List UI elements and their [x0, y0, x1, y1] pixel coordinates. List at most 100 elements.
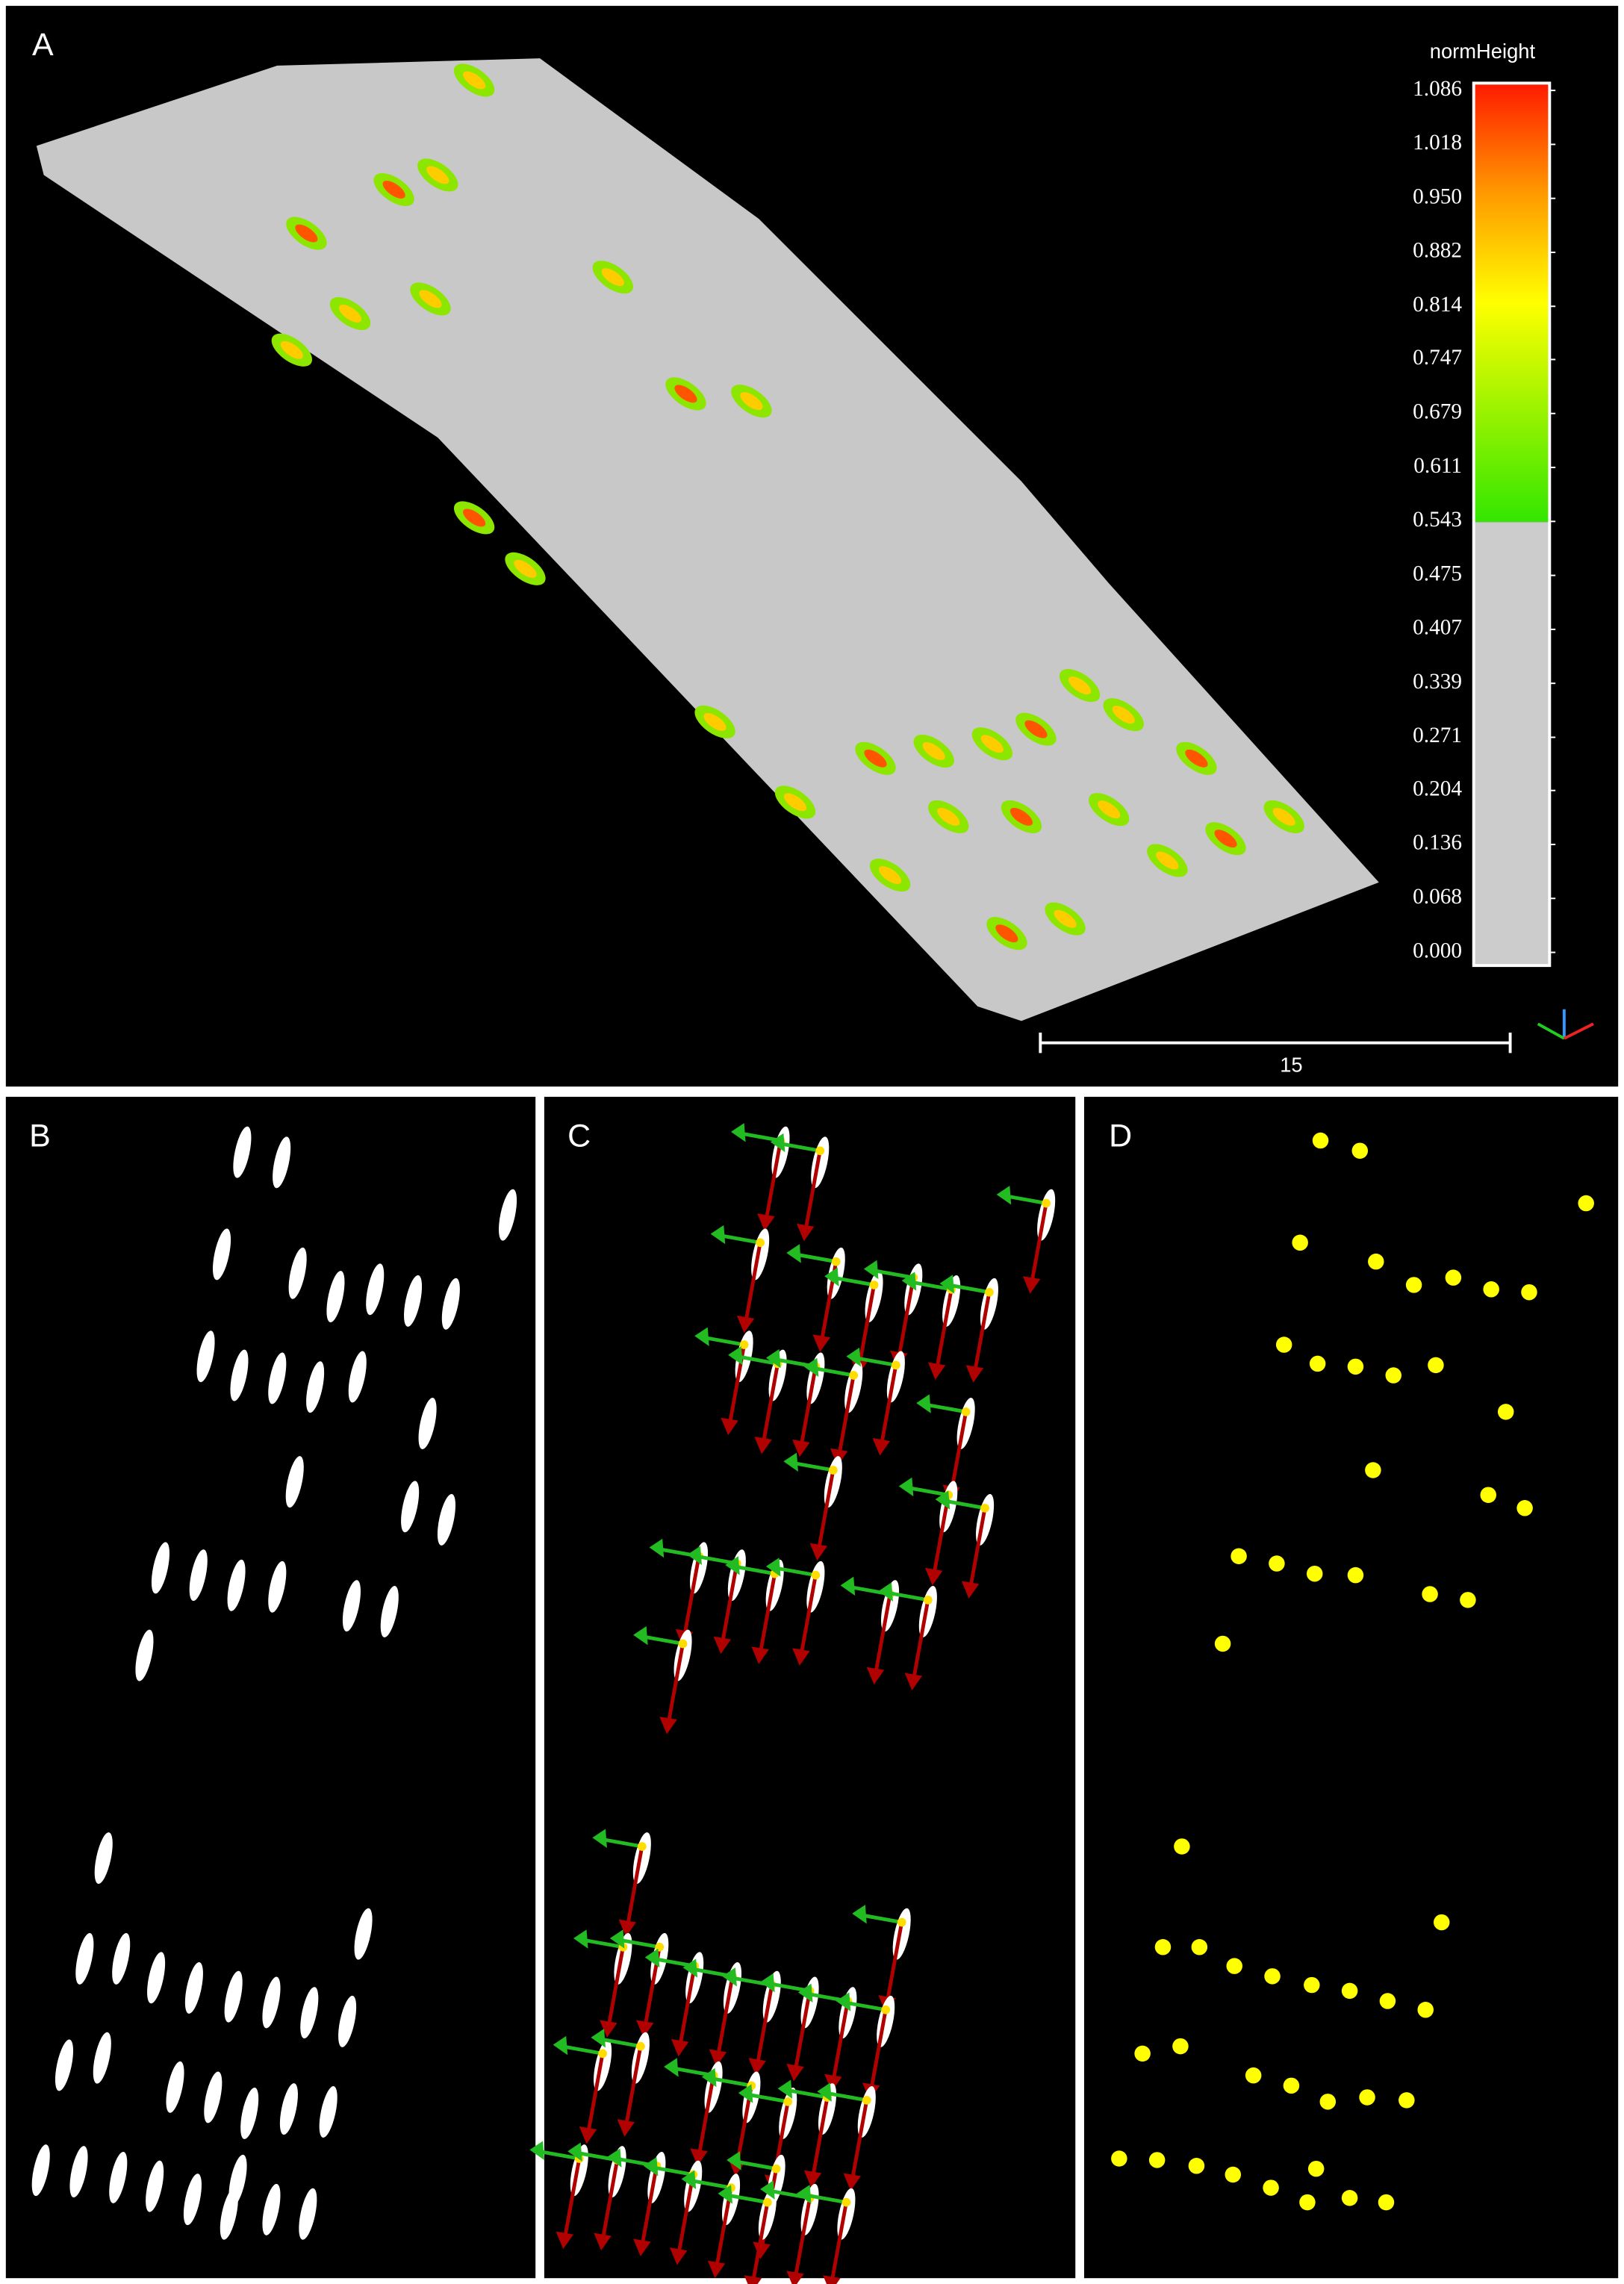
plant-blob-core	[674, 385, 697, 403]
plant-mask	[279, 2083, 298, 2135]
arrow-head	[710, 1225, 726, 1245]
arrow-head	[866, 1667, 885, 1685]
axis-arrow-green	[600, 1837, 643, 1849]
plant-mask	[166, 2061, 184, 2113]
axis-arrow-green	[924, 1402, 967, 1414]
axis-arrow-green	[726, 2193, 768, 2205]
axis-arrow-green	[652, 2165, 694, 2176]
center-point	[1299, 2194, 1316, 2211]
axis-arrow-green	[794, 1252, 837, 1264]
colorbar-tick-label: 0.679	[1413, 399, 1462, 423]
plant-mask	[240, 2088, 259, 2139]
center-point	[1516, 1500, 1533, 1516]
center-point	[1309, 1355, 1326, 1372]
plant-mask	[184, 1962, 203, 2014]
center-point	[1445, 1269, 1462, 1286]
plant-blob-core	[1112, 706, 1135, 724]
plant-mask	[151, 1542, 169, 1594]
axis-arrow-red	[857, 1284, 876, 1366]
arrow-head	[786, 1244, 801, 1263]
arrow-head	[681, 2170, 697, 2190]
axis-arrow-green	[785, 2088, 828, 2100]
arrow-head	[777, 2079, 793, 2099]
arrow-head	[797, 1983, 813, 2003]
center-point	[862, 2096, 871, 2105]
plant-blob-core	[338, 305, 362, 323]
arrow-head	[592, 1829, 607, 1848]
plant-mask	[189, 1549, 208, 1602]
axis-arrow-green	[599, 2037, 641, 2049]
plant-mask	[401, 1481, 420, 1533]
center-point	[1172, 2038, 1189, 2055]
center-point	[1347, 1358, 1364, 1375]
arrow-head	[803, 1357, 819, 1377]
arrow-head	[770, 1133, 785, 1153]
axis-arrow-green	[854, 1356, 897, 1367]
arrow-head	[721, 1417, 738, 1436]
center-point	[1231, 1548, 1247, 1565]
arrow-head	[765, 1348, 781, 1369]
plant-mask	[319, 2086, 337, 2138]
center-point	[1226, 1958, 1242, 1974]
plant-mask	[338, 1995, 357, 2047]
plant-blob-core	[463, 71, 486, 90]
plant-mask	[230, 1349, 249, 1401]
scale-bar-label: 15	[1280, 1054, 1302, 1077]
axis-arrow-green	[735, 2159, 777, 2171]
center-point	[1312, 1132, 1329, 1149]
axis-arrow-green	[886, 1590, 929, 1602]
axis-arrow-red	[911, 1599, 930, 1681]
colorbar-tick-label: 0.204	[1413, 777, 1462, 800]
arrow-head	[796, 1223, 815, 1242]
arrow-head	[594, 2232, 612, 2251]
axis-arrow-red	[600, 2159, 620, 2241]
panel-d	[1083, 1096, 1619, 2279]
axis-arrow-red	[1030, 1203, 1048, 1284]
axis-arrow-green	[703, 1335, 745, 1347]
plant-mask	[93, 2032, 111, 2084]
arrow-head	[591, 2029, 606, 2048]
center-point	[1292, 1234, 1308, 1251]
plant-mask	[342, 1580, 361, 1632]
axis-arrow-green	[710, 2076, 752, 2088]
plant-mask	[354, 1908, 373, 1960]
plant-mask	[94, 1832, 113, 1885]
center-point	[1269, 1555, 1285, 1572]
arrow-head	[965, 1365, 984, 1383]
panel-c	[544, 1096, 1076, 2279]
arrow-head	[556, 2231, 573, 2250]
center-point	[1263, 2179, 1279, 2196]
center-point	[1351, 1142, 1369, 1159]
colorbar-low	[1473, 522, 1550, 966]
center-point	[1399, 2092, 1415, 2109]
axis-arrow-red	[750, 2202, 770, 2283]
arrow-head	[939, 1275, 955, 1294]
arrow-head	[731, 1123, 746, 1142]
axis-arrow-green	[733, 1564, 776, 1576]
plant-mask	[268, 1560, 287, 1613]
axis-arrow-red	[678, 1965, 697, 2047]
axis-arrow-green	[747, 2092, 788, 2104]
arrow-head	[996, 1186, 1012, 1205]
panel-label: C	[567, 1118, 591, 1154]
axis-arrow-red	[666, 1643, 685, 1725]
arrow-head	[843, 2173, 861, 2191]
colorbar-tick-label: 0.950	[1413, 184, 1462, 208]
center-point	[1480, 1487, 1497, 1503]
axis-arrow-red	[744, 1242, 762, 1324]
axis-arrow-red	[869, 2009, 888, 2091]
axis-arrow-red	[968, 1507, 987, 1589]
axis-arrow-red	[803, 1150, 822, 1232]
plant-mask	[326, 1271, 345, 1323]
plant-mask	[112, 1932, 131, 1985]
arrow-head	[927, 1362, 946, 1380]
center-point	[1578, 1195, 1594, 1212]
arrow-head	[600, 2020, 617, 2038]
center-point	[923, 1596, 933, 1605]
axis-arrow-green	[948, 1283, 990, 1295]
axis-arrow-red	[640, 2165, 659, 2247]
plant-mask	[213, 1228, 231, 1281]
panel-label: A	[32, 27, 54, 63]
center-point	[1275, 1337, 1292, 1353]
arrow-head	[633, 2238, 651, 2256]
